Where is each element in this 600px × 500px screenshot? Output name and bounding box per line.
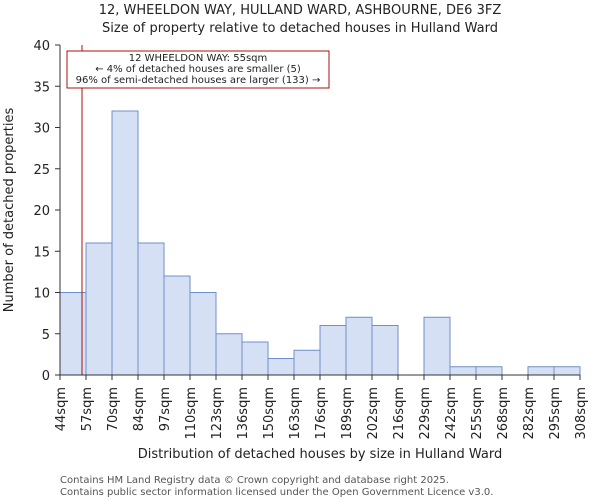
y-tick-label: 35 [33, 80, 50, 95]
histogram-bar [423, 316, 451, 376]
y-tick-label: 20 [33, 204, 50, 219]
y-tick-label: 5 [42, 328, 50, 343]
histogram-bar [189, 292, 217, 376]
chart-subtitle: Size of property relative to detached ho… [102, 21, 498, 36]
histogram-bar [85, 242, 113, 376]
y-tick-label: 15 [33, 245, 50, 260]
x-tick-label: 255sqm [470, 387, 485, 440]
x-tick-label: 57sqm [80, 387, 95, 431]
footer-line-2: Contains public sector information licen… [60, 487, 493, 498]
x-tick-label: 176sqm [314, 387, 329, 440]
y-axis-label: Number of detached properties [2, 108, 17, 313]
annotation-line-1: 12 WHEELDON WAY: 55sqm [129, 53, 268, 64]
x-tick-label: 163sqm [288, 387, 303, 440]
chart-title: 12, WHEELDON WAY, HULLAND WARD, ASHBOURN… [99, 3, 502, 18]
x-tick-label: 136sqm [236, 387, 251, 440]
x-tick-label: 70sqm [106, 387, 121, 431]
x-tick-label: 123sqm [210, 387, 225, 440]
x-axis-label: Distribution of detached houses by size … [138, 447, 502, 462]
x-tick-label: 189sqm [340, 387, 355, 440]
annotation-box: 12 WHEELDON WAY: 55sqm ← 4% of detached … [66, 50, 330, 89]
annotation-line-2: ← 4% of detached houses are smaller (5) [95, 64, 301, 75]
histogram-bar [163, 275, 191, 376]
histogram-bar [449, 366, 477, 376]
y-tick-label: 10 [33, 287, 50, 302]
histogram-bar [475, 366, 503, 376]
footer-line-1: Contains HM Land Registry data © Crown c… [60, 475, 449, 486]
x-tick-label: 308sqm [574, 387, 589, 440]
histogram-bar [527, 366, 555, 376]
bars-group [59, 110, 581, 376]
x-tick-label: 150sqm [262, 387, 277, 440]
histogram-bar [241, 341, 269, 376]
y-tick-label: 0 [42, 369, 50, 384]
histogram-bar [345, 316, 373, 376]
histogram-bar [215, 333, 243, 376]
y-tick-label: 25 [33, 163, 50, 178]
x-tick-label: 282sqm [522, 387, 537, 440]
x-tick-label: 268sqm [496, 387, 511, 440]
histogram-bar [371, 325, 399, 376]
histogram-bar [293, 349, 321, 376]
x-tick-label: 110sqm [184, 387, 199, 440]
x-tick-label: 242sqm [444, 387, 459, 440]
histogram-bar [137, 242, 165, 376]
x-tick-label: 84sqm [132, 387, 147, 431]
annotation-line-3: 96% of semi-detached houses are larger (… [76, 75, 321, 86]
y-tick-label: 40 [33, 39, 50, 54]
x-tick-label: 216sqm [392, 387, 407, 440]
x-tick-label: 97sqm [158, 387, 173, 431]
x-tick-label: 202sqm [366, 387, 381, 440]
histogram-bar [553, 366, 581, 376]
histogram-bar [267, 358, 295, 376]
y-tick-label: 30 [33, 122, 50, 137]
y-axis-ticks: 0 5 10 15 20 25 30 35 40 [33, 39, 60, 384]
histogram-bar [111, 110, 139, 376]
x-tick-label: 229sqm [418, 387, 433, 440]
histogram-bar [319, 325, 347, 376]
x-axis-ticks: 44sqm 57sqm 70sqm 84sqm 97sqm 110sqm 123sqm 136… [54, 375, 589, 440]
x-tick-label: 44sqm [54, 387, 69, 431]
x-tick-label: 295sqm [548, 387, 563, 440]
